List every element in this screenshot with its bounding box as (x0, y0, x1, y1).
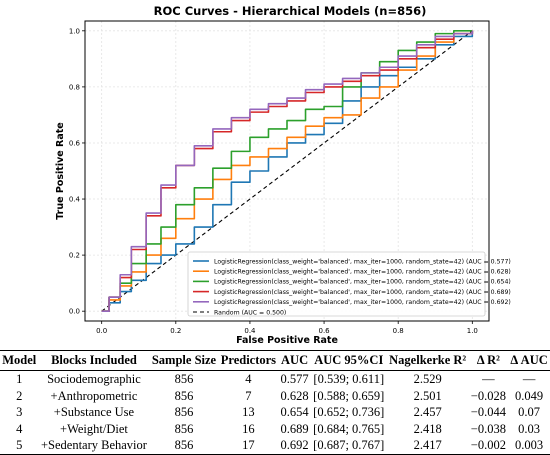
col-header-auc-ci: AUC 95%CI (310, 350, 387, 371)
cell-sample-size: 856 (174, 421, 194, 436)
cell-auc-ci: [0.684; 0.765] (313, 421, 385, 436)
cell-auc-ci: [0.652; 0.736] (313, 405, 385, 419)
cell-delta-r2: −0.028 (470, 388, 506, 403)
cell-blocks: +Anthropometric (50, 388, 138, 403)
table-row: 1 Sociodemographic 856 4 0.577 [0.539; 0.611]… (0, 371, 550, 388)
cell-predictors: 13 (242, 405, 255, 419)
series-group (101, 30, 474, 312)
cell-auc-ci: [0.539; 0.611] (313, 372, 385, 386)
table-row: 4 +Weight/Diet 856 16 0.689 [0.684; 0.765] 2.4… (0, 421, 550, 438)
x-tick-label: 1.0 (467, 327, 478, 335)
cell-delta-r2: −0.038 (470, 421, 506, 436)
x-tick-label: 0.0 (96, 327, 107, 335)
cell-auc-ci: [0.588; 0.659] (313, 388, 385, 403)
col-header-predictors: Predictors (218, 350, 279, 371)
cell-model: 1 (16, 372, 23, 386)
cell-blocks: +Weight/Diet (60, 421, 128, 436)
cell-delta-auc: 0.03 (518, 421, 541, 436)
cell-sample-size: 856 (174, 405, 194, 419)
cell-delta-r2: −0.044 (470, 405, 506, 419)
results-table-container: Model Blocks Included Sample Size Predictor… (0, 350, 550, 455)
cell-delta-auc: — (522, 372, 536, 386)
col-header-nagelkerke: Nagelkerke R² (386, 350, 469, 371)
col-header-blocks: Blocks Included (38, 350, 150, 371)
cell-nagelkerke: 2.529 (413, 372, 442, 386)
cell-sample-size: 856 (174, 372, 194, 386)
cell-auc: 0.628 (280, 388, 309, 403)
col-header-sample-size: Sample Size (149, 350, 219, 371)
col-header-auc: AUC (278, 350, 311, 371)
series-line-5 (101, 30, 474, 312)
cell-auc: 0.689 (280, 421, 309, 436)
y-tick-label: 0.8 (69, 83, 80, 91)
x-tick-label: 0.8 (393, 327, 404, 335)
y-tick-label: 0.6 (69, 139, 81, 147)
roc-chart: ROC Curves - Hierarchical Models (n=856)… (55, 4, 511, 346)
cell-delta-r2: — (482, 372, 495, 386)
table-body: 1 Sociodemographic 856 4 0.577 [0.539; 0.611]… (0, 371, 550, 455)
col-header-delta-r2: Δ R² (468, 350, 509, 371)
series-line-6 (101, 30, 473, 312)
table-header-row: Model Blocks Included Sample Size Predictor… (0, 350, 550, 371)
series-line-3 (101, 30, 473, 312)
table-row: 3 +Substance Use 856 13 0.654 [0.652; 0.736] 2… (0, 404, 550, 421)
legend-label-5: LogisticRegression(class_weight='balance… (214, 299, 511, 306)
legend-label-3: LogisticRegression(class_weight='balance… (214, 279, 511, 286)
cell-predictors: 7 (245, 388, 252, 403)
roc-chart-svg: ROC Curves - Hierarchical Models (n=856)… (55, 4, 511, 346)
legend-label-1: LogisticRegression(class_weight='balance… (214, 258, 511, 265)
y-tick-label: 0.4 (69, 196, 81, 204)
results-table: Model Blocks Included Sample Size Predictor… (0, 350, 550, 455)
legend-label-2: LogisticRegression(class_weight='balance… (214, 269, 511, 276)
cell-blocks: +Substance Use (53, 405, 135, 419)
x-tick-label: 0.2 (170, 327, 181, 335)
series-line-2 (101, 30, 474, 312)
cell-delta-auc: 0.07 (518, 405, 541, 419)
x-tick-label: 0.6 (318, 327, 330, 335)
legend: LogisticRegression(class_weight='balance… (187, 251, 511, 317)
table-row: 2 +Anthropometric 856 7 0.628 [0.588; 0.659] 2… (0, 388, 550, 405)
y-tick-label: 1.0 (69, 27, 80, 35)
x-tick-label: 0.4 (244, 327, 256, 335)
legend-label-4: LogisticRegression(class_weight='balance… (214, 289, 511, 296)
plot-frame (84, 20, 490, 322)
y-tick-label: 0.0 (69, 308, 80, 316)
legend-label-6: Random (AUC = 0.500) (214, 309, 286, 316)
chart-title: ROC Curves - Hierarchical Models (n=856) (154, 4, 427, 18)
legend-box (187, 251, 486, 317)
cell-delta-auc: 0.049 (515, 388, 544, 403)
cell-sample-size: 856 (174, 388, 194, 403)
cell-blocks: Sociodemographic (47, 372, 141, 386)
x-axis-label: False Positive Rate (236, 335, 338, 346)
col-header-delta-auc: Δ AUC (508, 350, 550, 371)
cell-auc: 0.654 (280, 405, 309, 419)
axis-ticks: 0.0 0.2 0.4 0.6 0.8 1.0 0.0 0.2 0.4 0.6 0.8 1.0 (69, 27, 478, 335)
cell-model: 4 (16, 421, 23, 436)
cell-auc: 0.577 (280, 372, 309, 386)
cell-model: 3 (16, 405, 23, 419)
cell-model: 2 (16, 388, 23, 403)
cell-predictors: 16 (242, 421, 255, 436)
y-tick-label: 0.2 (69, 252, 80, 260)
col-header-model: Model (0, 350, 39, 371)
cell-nagelkerke: 2.418 (413, 421, 442, 436)
cell-nagelkerke: 2.457 (413, 405, 442, 419)
cell-predictors: 4 (245, 372, 252, 386)
y-axis-label: True Positive Rate (55, 122, 66, 220)
cell-nagelkerke: 2.501 (413, 388, 442, 403)
